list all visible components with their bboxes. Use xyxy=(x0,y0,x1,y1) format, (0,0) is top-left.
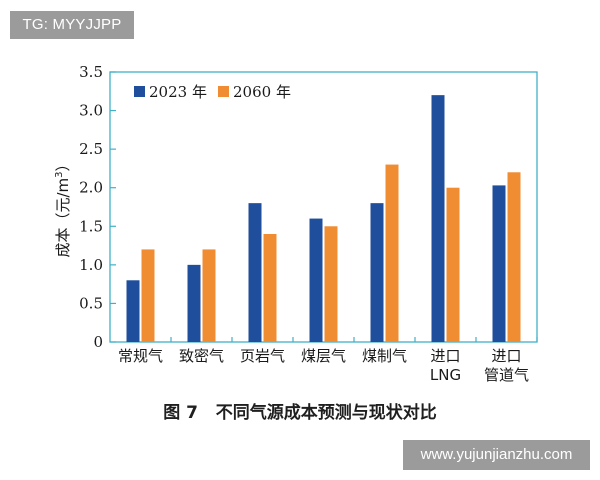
bar-2023 xyxy=(431,95,445,343)
bar-2060 xyxy=(263,234,277,342)
x-category-label: 煤制气 xyxy=(362,347,407,365)
legend-swatch-2060 xyxy=(218,86,229,97)
bar-2060 xyxy=(507,172,521,342)
x-category-label: 致密气 xyxy=(179,347,224,365)
bar-chart: 00.51.01.52.02.53.03.5成本（元/m3）常规气 致密气 页岩气煤… xyxy=(54,63,538,384)
y-tick-label: 1.5 xyxy=(79,217,103,235)
x-category-label: 常规气 xyxy=(118,347,163,365)
bar-2023 xyxy=(492,185,506,342)
legend-swatch-2023 xyxy=(134,86,145,97)
bar-2060 xyxy=(141,249,155,342)
bar-2060 xyxy=(202,249,216,342)
x-category-label: LNG xyxy=(430,366,461,384)
watermark-badge-bottom: www.yujunjianzhu.com xyxy=(403,440,590,470)
legend-label-2023: 2023 年 xyxy=(149,83,207,101)
plot-frame xyxy=(109,71,538,343)
plot-area: 00.51.01.52.02.53.03.5成本（元/m3）常规气 致密气 页岩气煤… xyxy=(54,63,538,384)
y-tick-label: 3.5 xyxy=(79,63,103,81)
y-tick-label: 0 xyxy=(93,333,103,351)
bar-2060 xyxy=(385,164,399,342)
bar-2023 xyxy=(126,280,140,342)
bar-2060 xyxy=(324,226,338,342)
x-category-label: 进口 xyxy=(491,347,521,365)
x-category-label: 煤层气 xyxy=(301,347,346,365)
x-category-label: 管道气 xyxy=(484,366,529,384)
x-category-label: 进口 xyxy=(430,347,460,365)
bar-2060 xyxy=(446,187,460,342)
legend-label-2060: 2060 年 xyxy=(233,83,291,101)
y-tick-label: 0.5 xyxy=(79,294,103,312)
bar-2023 xyxy=(309,218,323,342)
y-tick-label: 1.0 xyxy=(79,256,103,274)
watermark-badge-top: TG: MYYJJPP xyxy=(10,11,134,39)
y-tick-label: 2.5 xyxy=(79,140,103,158)
bar-2023 xyxy=(248,203,262,342)
bar-2023 xyxy=(370,203,384,342)
x-category-label: 页岩气 xyxy=(240,347,285,365)
y-tick-label: 3.0 xyxy=(79,102,103,120)
bar-2023 xyxy=(187,264,201,342)
figure-caption: 图 7 不同气源成本预测与现状对比 xyxy=(163,403,437,423)
y-tick-label: 2.0 xyxy=(79,179,103,197)
y-axis-label: 成本（元/m3） xyxy=(54,156,72,257)
